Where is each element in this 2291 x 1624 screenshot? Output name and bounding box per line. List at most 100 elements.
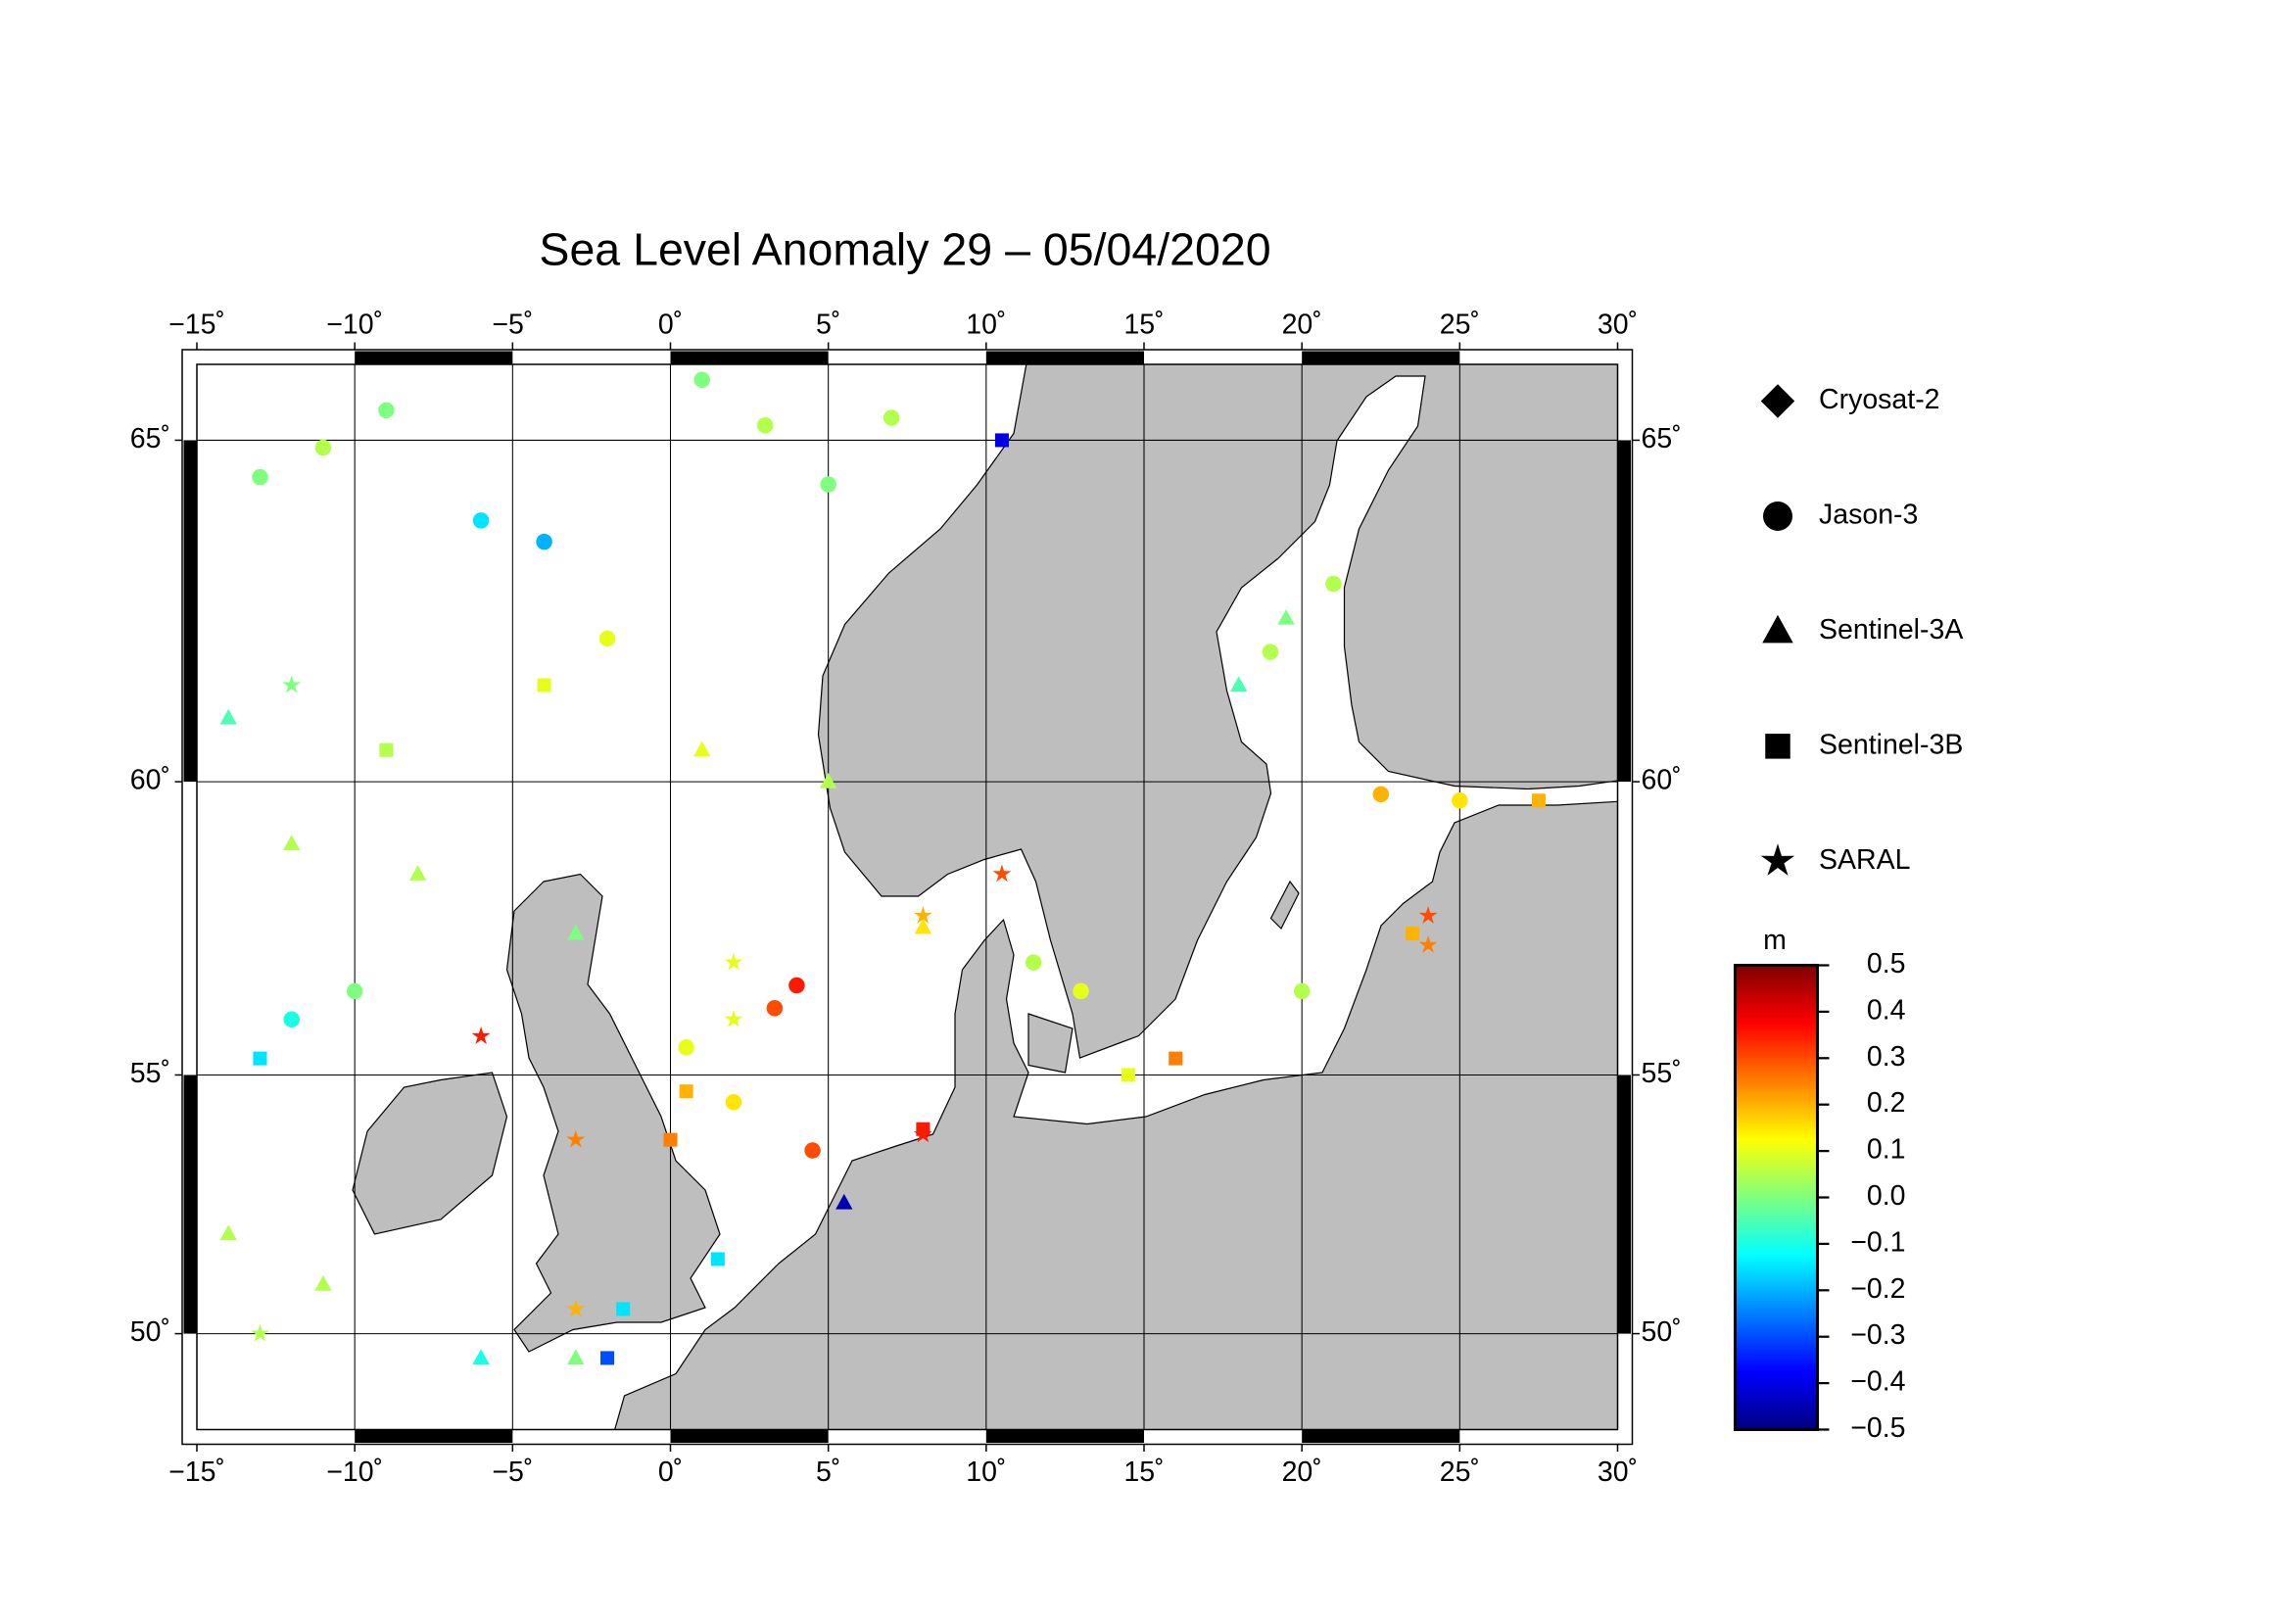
data-point <box>1293 982 1311 1000</box>
colorbar-tick-label: 0.0 <box>1867 1180 1906 1212</box>
data-point <box>219 1224 237 1241</box>
y-tick-label: 60˚ <box>1642 765 1682 796</box>
colorbar-tick-label: 0.2 <box>1867 1087 1906 1119</box>
frame-bar <box>985 351 1145 364</box>
data-point <box>1262 644 1279 660</box>
continent <box>614 800 1618 1430</box>
data-point <box>252 468 268 486</box>
colorbar-tick-label: −0.5 <box>1850 1412 1905 1444</box>
colorbar-tick-label: −0.2 <box>1850 1273 1905 1305</box>
data-point <box>804 1142 821 1159</box>
frame-bar <box>985 1429 1145 1443</box>
data-point <box>820 476 836 493</box>
frame-bar <box>1302 1429 1460 1443</box>
frame-bar <box>355 351 513 364</box>
data-point <box>536 533 552 550</box>
x-tick-label: 30˚ <box>1598 310 1638 341</box>
data-point <box>1169 1051 1183 1066</box>
map-area <box>197 364 1618 1430</box>
scandinavia <box>817 364 1618 1059</box>
y-tick-label: 50˚ <box>130 1316 170 1348</box>
x-tick-label: 10˚ <box>966 310 1006 341</box>
x-tick-label: 20˚ <box>1282 1457 1322 1488</box>
land <box>352 364 1618 1430</box>
data-point <box>693 740 711 757</box>
data-point <box>835 1193 853 1210</box>
legend-marker <box>1760 843 1795 876</box>
data-point <box>472 512 490 529</box>
x-tick-label: 0˚ <box>658 1457 683 1488</box>
colorbar-tick-label: 0.1 <box>1867 1134 1906 1166</box>
x-tick-label: 5˚ <box>816 1457 840 1488</box>
x-tick-label: 15˚ <box>1123 310 1164 341</box>
data-point <box>566 1299 586 1317</box>
points <box>219 371 1546 1365</box>
data-point <box>1418 934 1438 953</box>
axes: −15˚ −15˚ −10˚ −10˚ −5˚ −5˚ 0˚ 0˚ 5˚ 5˚ 10˚ 10˚ 15˚ 1… <box>130 310 1682 1489</box>
data-point <box>251 1323 269 1342</box>
colorbar-tick-label: 0.5 <box>1867 948 1906 979</box>
frame-bar <box>1302 351 1460 364</box>
data-point <box>725 1094 742 1111</box>
data-point <box>679 1084 693 1099</box>
data-point <box>1372 786 1390 803</box>
x-tick-label: 15˚ <box>1123 1457 1164 1488</box>
data-point <box>1121 1068 1135 1082</box>
data-point <box>992 864 1012 883</box>
data-point <box>471 1027 491 1044</box>
data-point <box>378 402 395 419</box>
data-point <box>283 835 301 850</box>
data-point <box>1230 676 1248 693</box>
legend-marker <box>1763 501 1793 531</box>
x-tick-label: 25˚ <box>1440 310 1480 341</box>
legend: Cryosat-2 Jason-3 Sentinel-3A Sentinel-3B SA… <box>1760 384 1963 876</box>
colorbar-gradient <box>1734 964 1820 1431</box>
data-point <box>756 416 774 434</box>
data-point <box>1277 609 1295 625</box>
data-point <box>913 1124 932 1143</box>
data-point <box>710 1252 725 1266</box>
data-point <box>994 433 1009 448</box>
data-point <box>282 675 302 693</box>
data-point <box>600 1351 615 1365</box>
data-point <box>914 918 932 934</box>
legend-label: Sentinel-3A <box>1819 614 1963 645</box>
frame-bar <box>1617 440 1632 783</box>
frame-bar <box>670 351 829 364</box>
data-point <box>1405 926 1419 940</box>
data-point <box>766 1000 784 1017</box>
data-point <box>1325 575 1342 593</box>
data-point <box>1025 954 1042 971</box>
legend-marker <box>1760 384 1795 418</box>
data-point <box>253 1051 267 1066</box>
x-tick-label: 30˚ <box>1598 1457 1638 1488</box>
data-point <box>1418 906 1438 924</box>
data-point <box>283 1011 300 1028</box>
x-tick-label: −15˚ <box>168 1457 225 1488</box>
legend-label: Cryosat-2 <box>1819 384 1940 415</box>
data-point <box>678 1039 694 1056</box>
legend-label: Jason-3 <box>1819 499 1918 530</box>
data-point <box>567 1349 585 1365</box>
colorbar-tick-label: −0.1 <box>1850 1226 1905 1258</box>
x-tick-label: 10˚ <box>966 1457 1006 1488</box>
frame-bar <box>1617 1075 1632 1334</box>
zealand <box>1027 1013 1074 1074</box>
data-point <box>314 1275 332 1291</box>
x-tick-label: −5˚ <box>492 310 533 341</box>
data-point <box>379 742 394 757</box>
x-tick-label: −10˚ <box>326 1457 383 1488</box>
grid <box>197 364 1618 1430</box>
data-point <box>616 1302 631 1316</box>
ireland <box>352 1072 508 1235</box>
y-tick-label: 55˚ <box>130 1058 170 1089</box>
frame-bar <box>670 1429 829 1443</box>
legend-marker <box>1762 614 1793 644</box>
data-point <box>724 952 743 971</box>
data-point <box>537 678 551 693</box>
legend-marker <box>1765 734 1790 759</box>
colorbar-tick-label: −0.4 <box>1850 1366 1905 1398</box>
data-point <box>1531 793 1546 808</box>
y-tick-label: 65˚ <box>1642 423 1682 454</box>
